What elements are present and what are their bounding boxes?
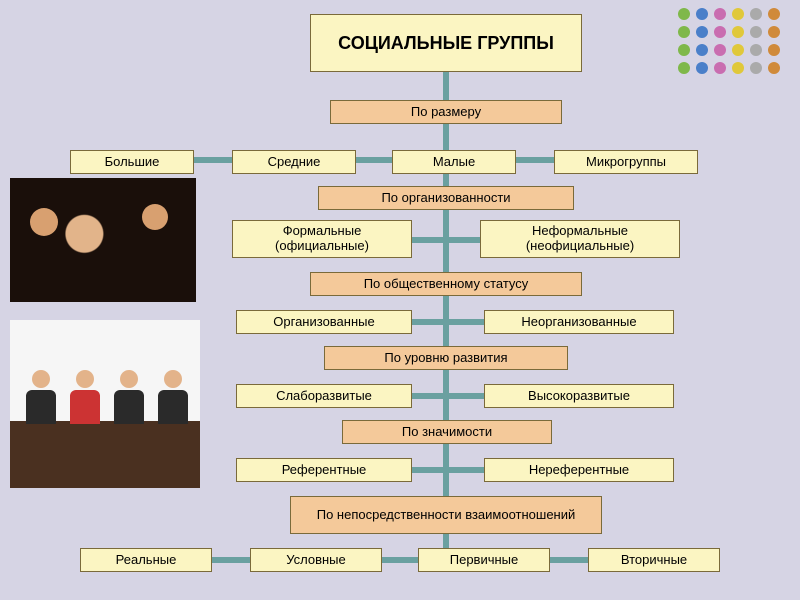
dot bbox=[714, 26, 726, 38]
dot bbox=[750, 44, 762, 56]
leaf-box: Нереферентные bbox=[484, 458, 674, 482]
leaf-box: Референтные bbox=[236, 458, 412, 482]
person-silhouette bbox=[112, 370, 146, 424]
dot bbox=[696, 8, 708, 20]
dot bbox=[750, 8, 762, 20]
person-silhouette bbox=[68, 370, 102, 424]
dot bbox=[732, 26, 744, 38]
dot bbox=[750, 26, 762, 38]
dot bbox=[696, 62, 708, 74]
leaf-box: Вторичные bbox=[588, 548, 720, 572]
person-silhouette bbox=[156, 370, 190, 424]
leaf-box: Неорганизованные bbox=[484, 310, 674, 334]
category-box: По размеру bbox=[330, 100, 562, 124]
category-box: По организованности bbox=[318, 186, 574, 210]
dot bbox=[678, 26, 690, 38]
leaf-box: Слаборазвитые bbox=[236, 384, 412, 408]
dot bbox=[768, 62, 780, 74]
dot bbox=[732, 44, 744, 56]
dot bbox=[714, 62, 726, 74]
leaf-box: Высокоразвитые bbox=[484, 384, 674, 408]
panel-photo bbox=[10, 320, 200, 488]
dot bbox=[678, 44, 690, 56]
dot bbox=[696, 44, 708, 56]
dot bbox=[768, 44, 780, 56]
dot bbox=[678, 8, 690, 20]
dot bbox=[732, 8, 744, 20]
person-silhouette bbox=[24, 370, 58, 424]
leaf-box: Формальные (официальные) bbox=[232, 220, 412, 258]
leaf-box: Малые bbox=[392, 150, 516, 174]
leaf-box: Большие bbox=[70, 150, 194, 174]
leaf-box: Условные bbox=[250, 548, 382, 572]
dot bbox=[714, 8, 726, 20]
leaf-box: Неформальные (неофициальные) bbox=[480, 220, 680, 258]
diagram-title: СОЦИАЛЬНЫЕ ГРУППЫ bbox=[310, 14, 582, 72]
leaf-box: Реальные bbox=[80, 548, 212, 572]
leaf-box: Микрогруппы bbox=[554, 150, 698, 174]
category-box: По уровню развития bbox=[324, 346, 568, 370]
leaf-box: Средние bbox=[232, 150, 356, 174]
dot bbox=[696, 26, 708, 38]
category-box: По значимости bbox=[342, 420, 552, 444]
dot bbox=[732, 62, 744, 74]
dot bbox=[768, 26, 780, 38]
leaf-box: Организованные bbox=[236, 310, 412, 334]
category-box: По общественному статусу bbox=[310, 272, 582, 296]
dot bbox=[750, 62, 762, 74]
orchestra-photo bbox=[10, 178, 196, 302]
decorative-dot-grid bbox=[678, 8, 780, 74]
dot bbox=[678, 62, 690, 74]
category-box: По непосредственности взаимоотношений bbox=[290, 496, 602, 534]
dot bbox=[768, 8, 780, 20]
dot bbox=[714, 44, 726, 56]
leaf-box: Первичные bbox=[418, 548, 550, 572]
